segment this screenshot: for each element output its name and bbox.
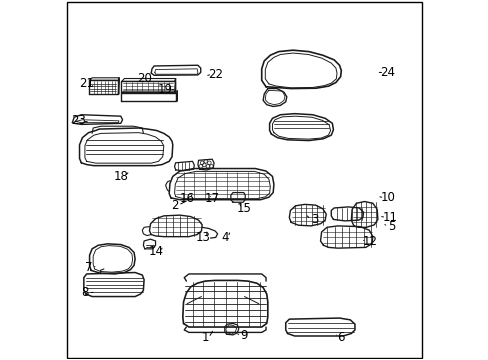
Text: 8: 8 — [81, 287, 88, 300]
Text: 24: 24 — [380, 66, 395, 79]
Text: 19: 19 — [158, 83, 173, 96]
Text: 16: 16 — [179, 192, 194, 205]
Text: 3: 3 — [310, 213, 318, 226]
Text: 22: 22 — [208, 68, 223, 81]
Text: 13: 13 — [195, 231, 210, 244]
Text: 10: 10 — [380, 192, 395, 204]
Text: 7: 7 — [84, 261, 92, 274]
Text: 17: 17 — [204, 192, 219, 205]
Text: 20: 20 — [137, 72, 152, 85]
Text: 21: 21 — [79, 77, 94, 90]
Text: 15: 15 — [237, 202, 251, 215]
Text: 12: 12 — [362, 235, 377, 248]
Text: 2: 2 — [170, 199, 178, 212]
Text: 4: 4 — [221, 231, 228, 244]
Text: 14: 14 — [149, 245, 164, 258]
Text: 23: 23 — [71, 114, 86, 127]
Text: 5: 5 — [387, 220, 394, 233]
Text: 9: 9 — [240, 329, 248, 342]
Text: 1: 1 — [201, 331, 208, 344]
Text: 18: 18 — [113, 170, 128, 183]
Text: 11: 11 — [382, 211, 396, 224]
Text: 6: 6 — [337, 331, 345, 344]
